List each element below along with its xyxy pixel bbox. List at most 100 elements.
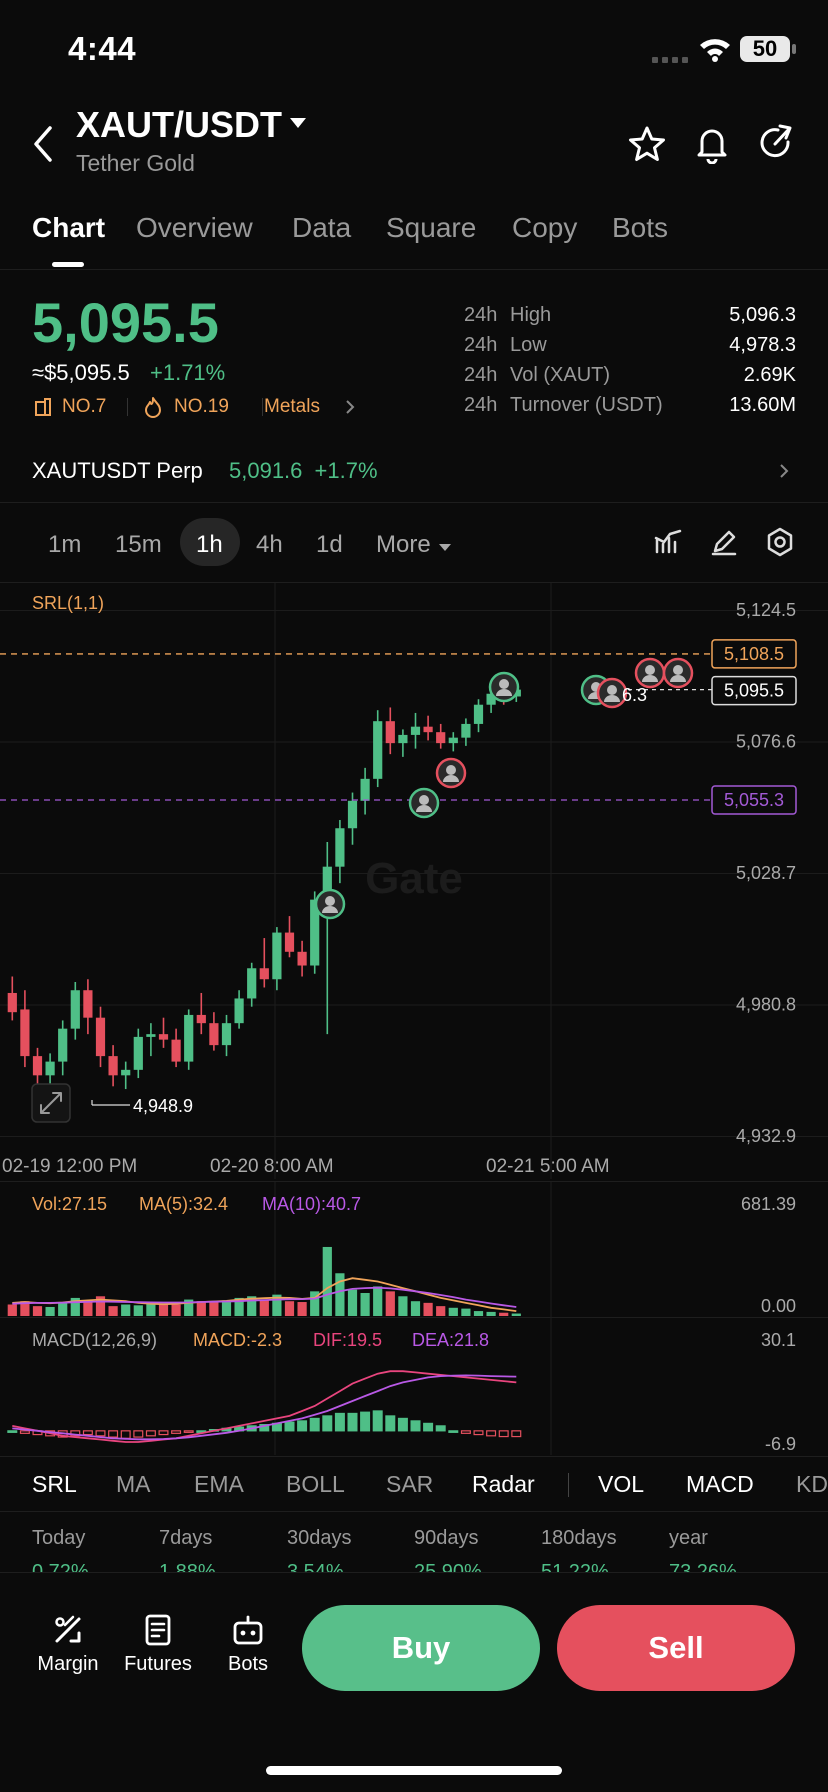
y-tick-label: 5,076.6 <box>736 732 796 752</box>
settings-icon[interactable] <box>766 527 794 562</box>
stat-period: 24h <box>464 394 498 416</box>
interval-more[interactable]: More <box>376 531 431 558</box>
interval-1m[interactable]: 1m <box>48 531 82 558</box>
indicator-kd[interactable]: KD <box>796 1471 828 1497</box>
macd-bar <box>284 1421 295 1432</box>
dif-value: DIF:19.5 <box>313 1330 382 1350</box>
sell-button[interactable]: Sell <box>557 1605 795 1691</box>
robot-icon <box>233 1615 263 1645</box>
divider <box>0 1317 828 1318</box>
candle <box>297 951 307 966</box>
perf-label: Today <box>32 1527 86 1549</box>
perp-price[interactable]: 5,091.6 +1.7% <box>229 458 378 484</box>
perf-label: 180days <box>541 1527 617 1549</box>
last-price: 5,095.5 <box>32 291 219 354</box>
interval-1h[interactable]: 1h <box>196 531 223 558</box>
dif-line <box>12 1370 517 1443</box>
indicator-ema[interactable]: EMA <box>194 1471 244 1497</box>
perf-value: 51.22% <box>541 1561 609 1575</box>
candle <box>360 778 370 801</box>
rank-1[interactable]: NO.7 <box>62 396 107 417</box>
tab-data[interactable]: Data <box>292 212 352 243</box>
volume-bar <box>70 1297 80 1316</box>
status-bar: 4:44 50 <box>0 0 828 100</box>
interval-4h[interactable]: 4h <box>256 531 283 558</box>
draw-icon[interactable] <box>710 528 738 561</box>
candle <box>196 1014 206 1024</box>
candle <box>373 721 383 779</box>
macd-bar <box>347 1412 358 1432</box>
rank-2[interactable]: NO.19 <box>174 396 229 417</box>
indicator-srl[interactable]: SRL <box>32 1471 77 1497</box>
x-tick: 02-21 5:00 AM <box>486 1156 610 1177</box>
macd-bar <box>511 1430 522 1438</box>
tab-copy[interactable]: Copy <box>512 212 578 243</box>
chevron-right-icon[interactable] <box>778 462 790 485</box>
divider <box>127 398 128 416</box>
indicator-boll[interactable]: BOLL <box>286 1471 345 1497</box>
macd-bar <box>82 1430 93 1436</box>
perp-name[interactable]: XAUTUSDT Perp <box>32 458 203 483</box>
volume-bar <box>499 1312 509 1316</box>
volume-bar <box>121 1304 131 1316</box>
srl-upper-tag: 5,108.5 <box>724 644 784 664</box>
star-icon[interactable] <box>628 126 666 167</box>
volume-bar <box>410 1301 421 1316</box>
margin-button[interactable]: Margin <box>28 1613 108 1676</box>
indicator-ma[interactable]: MA <box>116 1471 151 1497</box>
y-tick-label: 4,980.8 <box>736 995 796 1015</box>
candle <box>58 1028 68 1062</box>
interval-bar: 1m 15m 1h 4h 1d More <box>0 516 828 576</box>
tab-square[interactable]: Square <box>386 212 477 243</box>
macd-bar <box>334 1412 345 1432</box>
indicator-sar[interactable]: SAR <box>386 1471 434 1497</box>
bots-button[interactable]: Bots <box>208 1613 288 1676</box>
pair-title[interactable]: XAUT/USDT <box>76 104 282 145</box>
stat-value: 2.69K <box>743 364 796 386</box>
indicator-icon[interactable] <box>654 528 682 561</box>
avatar-body <box>416 805 432 812</box>
status-time: 4:44 <box>68 30 137 67</box>
category-tag[interactable]: Metals <box>264 396 320 417</box>
macd-bar <box>95 1430 106 1437</box>
interval-15m[interactable]: 15m <box>115 531 162 558</box>
wifi-icon <box>698 36 732 67</box>
indicator-macd[interactable]: MACD <box>686 1471 754 1497</box>
candle <box>20 1009 30 1057</box>
back-button[interactable] <box>30 124 56 169</box>
home-indicator[interactable] <box>266 1766 562 1775</box>
indicator-radar[interactable]: Radar <box>472 1471 535 1497</box>
tab-bots[interactable]: Bots <box>612 212 669 243</box>
candle <box>461 723 471 738</box>
stat-label: Low <box>510 334 547 356</box>
divider <box>0 1181 828 1182</box>
volume-bar <box>196 1301 206 1316</box>
volume-bar <box>20 1301 30 1316</box>
candle <box>272 932 282 980</box>
stat-period: 24h <box>464 304 498 326</box>
candle <box>310 899 320 966</box>
interval-1d[interactable]: 1d <box>316 531 343 558</box>
macd-bar <box>297 1420 308 1432</box>
macd-bar <box>259 1424 270 1432</box>
futures-button[interactable]: Futures <box>118 1613 198 1676</box>
macd-bar <box>158 1430 169 1436</box>
candle <box>133 1036 143 1070</box>
tab-chart[interactable]: Chart <box>32 212 106 243</box>
x-axis: 02-19 12:00 PM 02-20 8:00 AM 02-21 5:00 … <box>0 1152 828 1182</box>
candle <box>398 734 408 744</box>
volume-bar <box>486 1311 496 1316</box>
indicator-vol[interactable]: VOL <box>598 1471 645 1497</box>
chevron-down-icon[interactable] <box>438 540 452 558</box>
chevron-down-icon[interactable] <box>288 116 308 135</box>
tab-overview[interactable]: Overview <box>136 212 253 243</box>
avatar-head <box>499 679 509 689</box>
dea-line <box>12 1374 517 1441</box>
expand-icon[interactable] <box>31 1083 71 1123</box>
bell-icon[interactable] <box>694 124 730 169</box>
battery-icon: 50 <box>740 36 796 62</box>
share-icon[interactable] <box>758 124 794 167</box>
avatar-body <box>443 775 459 782</box>
buy-button[interactable]: Buy <box>302 1605 540 1691</box>
candlestick-chart[interactable]: SRL(1,1) Gate 5,124.5 5,076.6 5,028.7 4,980… <box>0 583 828 1179</box>
